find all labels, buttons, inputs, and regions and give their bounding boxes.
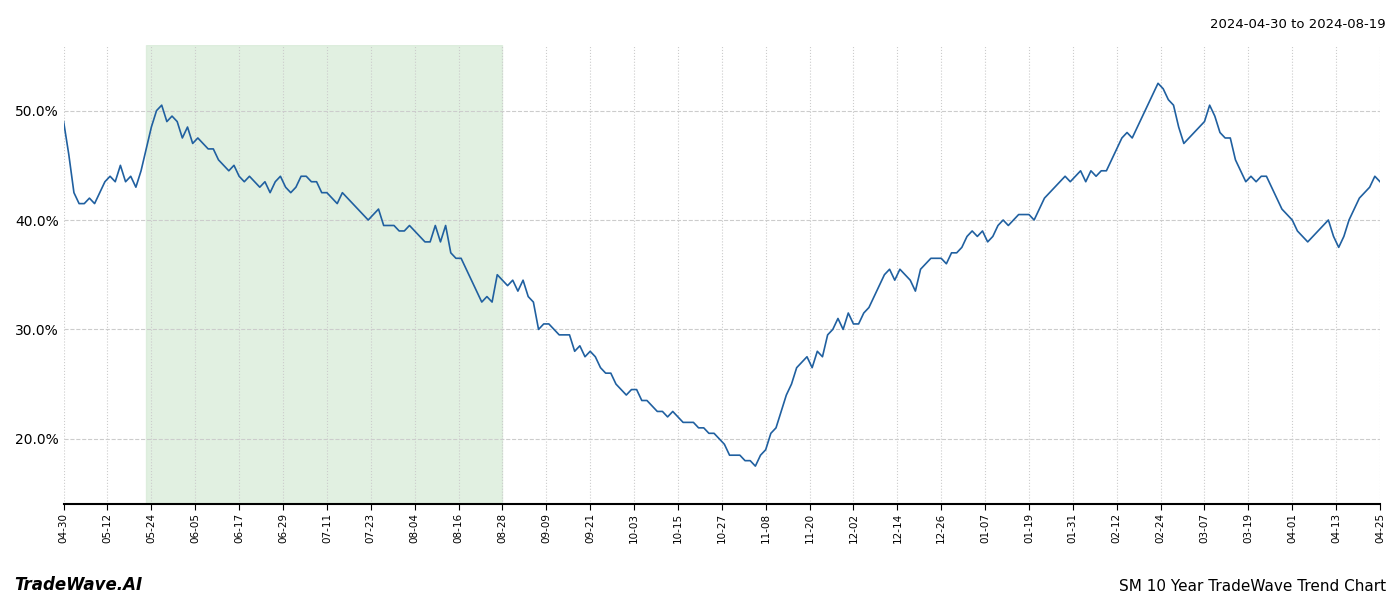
Text: SM 10 Year TradeWave Trend Chart: SM 10 Year TradeWave Trend Chart xyxy=(1119,579,1386,594)
Bar xyxy=(146,45,503,505)
Text: TradeWave.AI: TradeWave.AI xyxy=(14,576,143,594)
Text: 2024-04-30 to 2024-08-19: 2024-04-30 to 2024-08-19 xyxy=(1211,18,1386,31)
